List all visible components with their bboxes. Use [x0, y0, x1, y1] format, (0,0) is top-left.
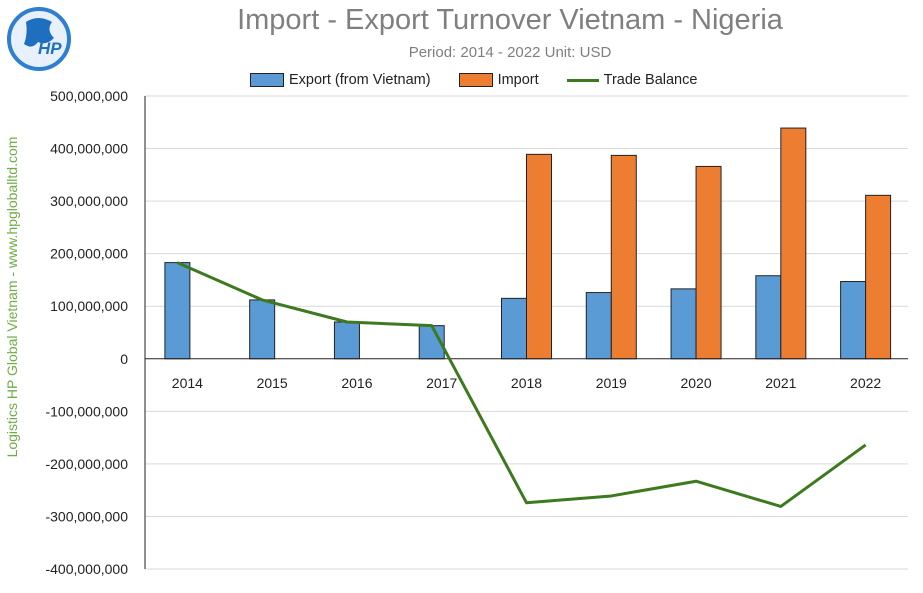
- x-tick-label: 2014: [172, 375, 203, 391]
- bar-export: [164, 262, 191, 360]
- bar-export: [333, 321, 360, 360]
- bar-export: [585, 292, 612, 360]
- y-tick-label: 500,000,000: [50, 88, 128, 104]
- x-tick-label: 2017: [426, 375, 457, 391]
- bar-import: [780, 127, 807, 360]
- legend-label-import: Import: [497, 72, 539, 88]
- legend-label-balance: Trade Balance: [603, 72, 698, 88]
- y-tick-label: 0: [120, 351, 128, 367]
- logo-continent-shape: [24, 18, 54, 47]
- y-tick-label: 200,000,000: [50, 246, 128, 262]
- chart-legend: Export (from Vietnam) Import Trade Balan…: [250, 71, 725, 89]
- bar-import: [610, 154, 637, 360]
- x-tick-label: 2018: [511, 375, 542, 391]
- bar-export: [501, 297, 527, 360]
- y-tick-label: -400,000,000: [45, 561, 128, 577]
- chart-subtitle: Period: 2014 - 2022 Unit: USD: [408, 44, 612, 61]
- bar-import: [695, 165, 722, 360]
- legend-item-export: Export (from Vietnam): [250, 72, 431, 88]
- logo-text: HP: [38, 39, 62, 58]
- x-tick-label: 2021: [765, 375, 796, 391]
- legend-swatch-export: [250, 73, 284, 87]
- y-tick-label: 300,000,000: [50, 193, 128, 209]
- y-tick-label: -100,000,000: [45, 403, 128, 419]
- x-tick-label: 2015: [257, 375, 288, 391]
- legend-label-export: Export (from Vietnam): [289, 72, 431, 88]
- x-tick-label: 2022: [850, 375, 881, 391]
- legend-swatch-import: [458, 73, 493, 87]
- legend-swatch-balance: [566, 78, 599, 82]
- bar-export: [840, 281, 867, 360]
- line-trade-balance: [176, 261, 867, 508]
- x-tick-label: 2019: [596, 375, 627, 391]
- chart-title: Import - Export Turnover Vietnam - Niger…: [237, 4, 783, 36]
- y-tick-label: -200,000,000: [45, 456, 128, 472]
- bar-import: [526, 153, 552, 360]
- bar-export: [249, 299, 276, 360]
- bar-export: [670, 288, 697, 360]
- x-tick-label: 2016: [341, 375, 372, 391]
- bar-export: [755, 275, 782, 360]
- bar-import: [865, 194, 892, 360]
- legend-item-import: Import: [458, 72, 539, 88]
- y-tick-label: 400,000,000: [50, 141, 128, 157]
- hp-global-logo: HP: [7, 7, 71, 71]
- y-tick-label: 100,000,000: [50, 298, 128, 314]
- x-tick-label: 2020: [680, 375, 711, 391]
- legend-item-balance: Trade Balance: [566, 72, 698, 88]
- y-tick-label: -300,000,000: [45, 508, 128, 524]
